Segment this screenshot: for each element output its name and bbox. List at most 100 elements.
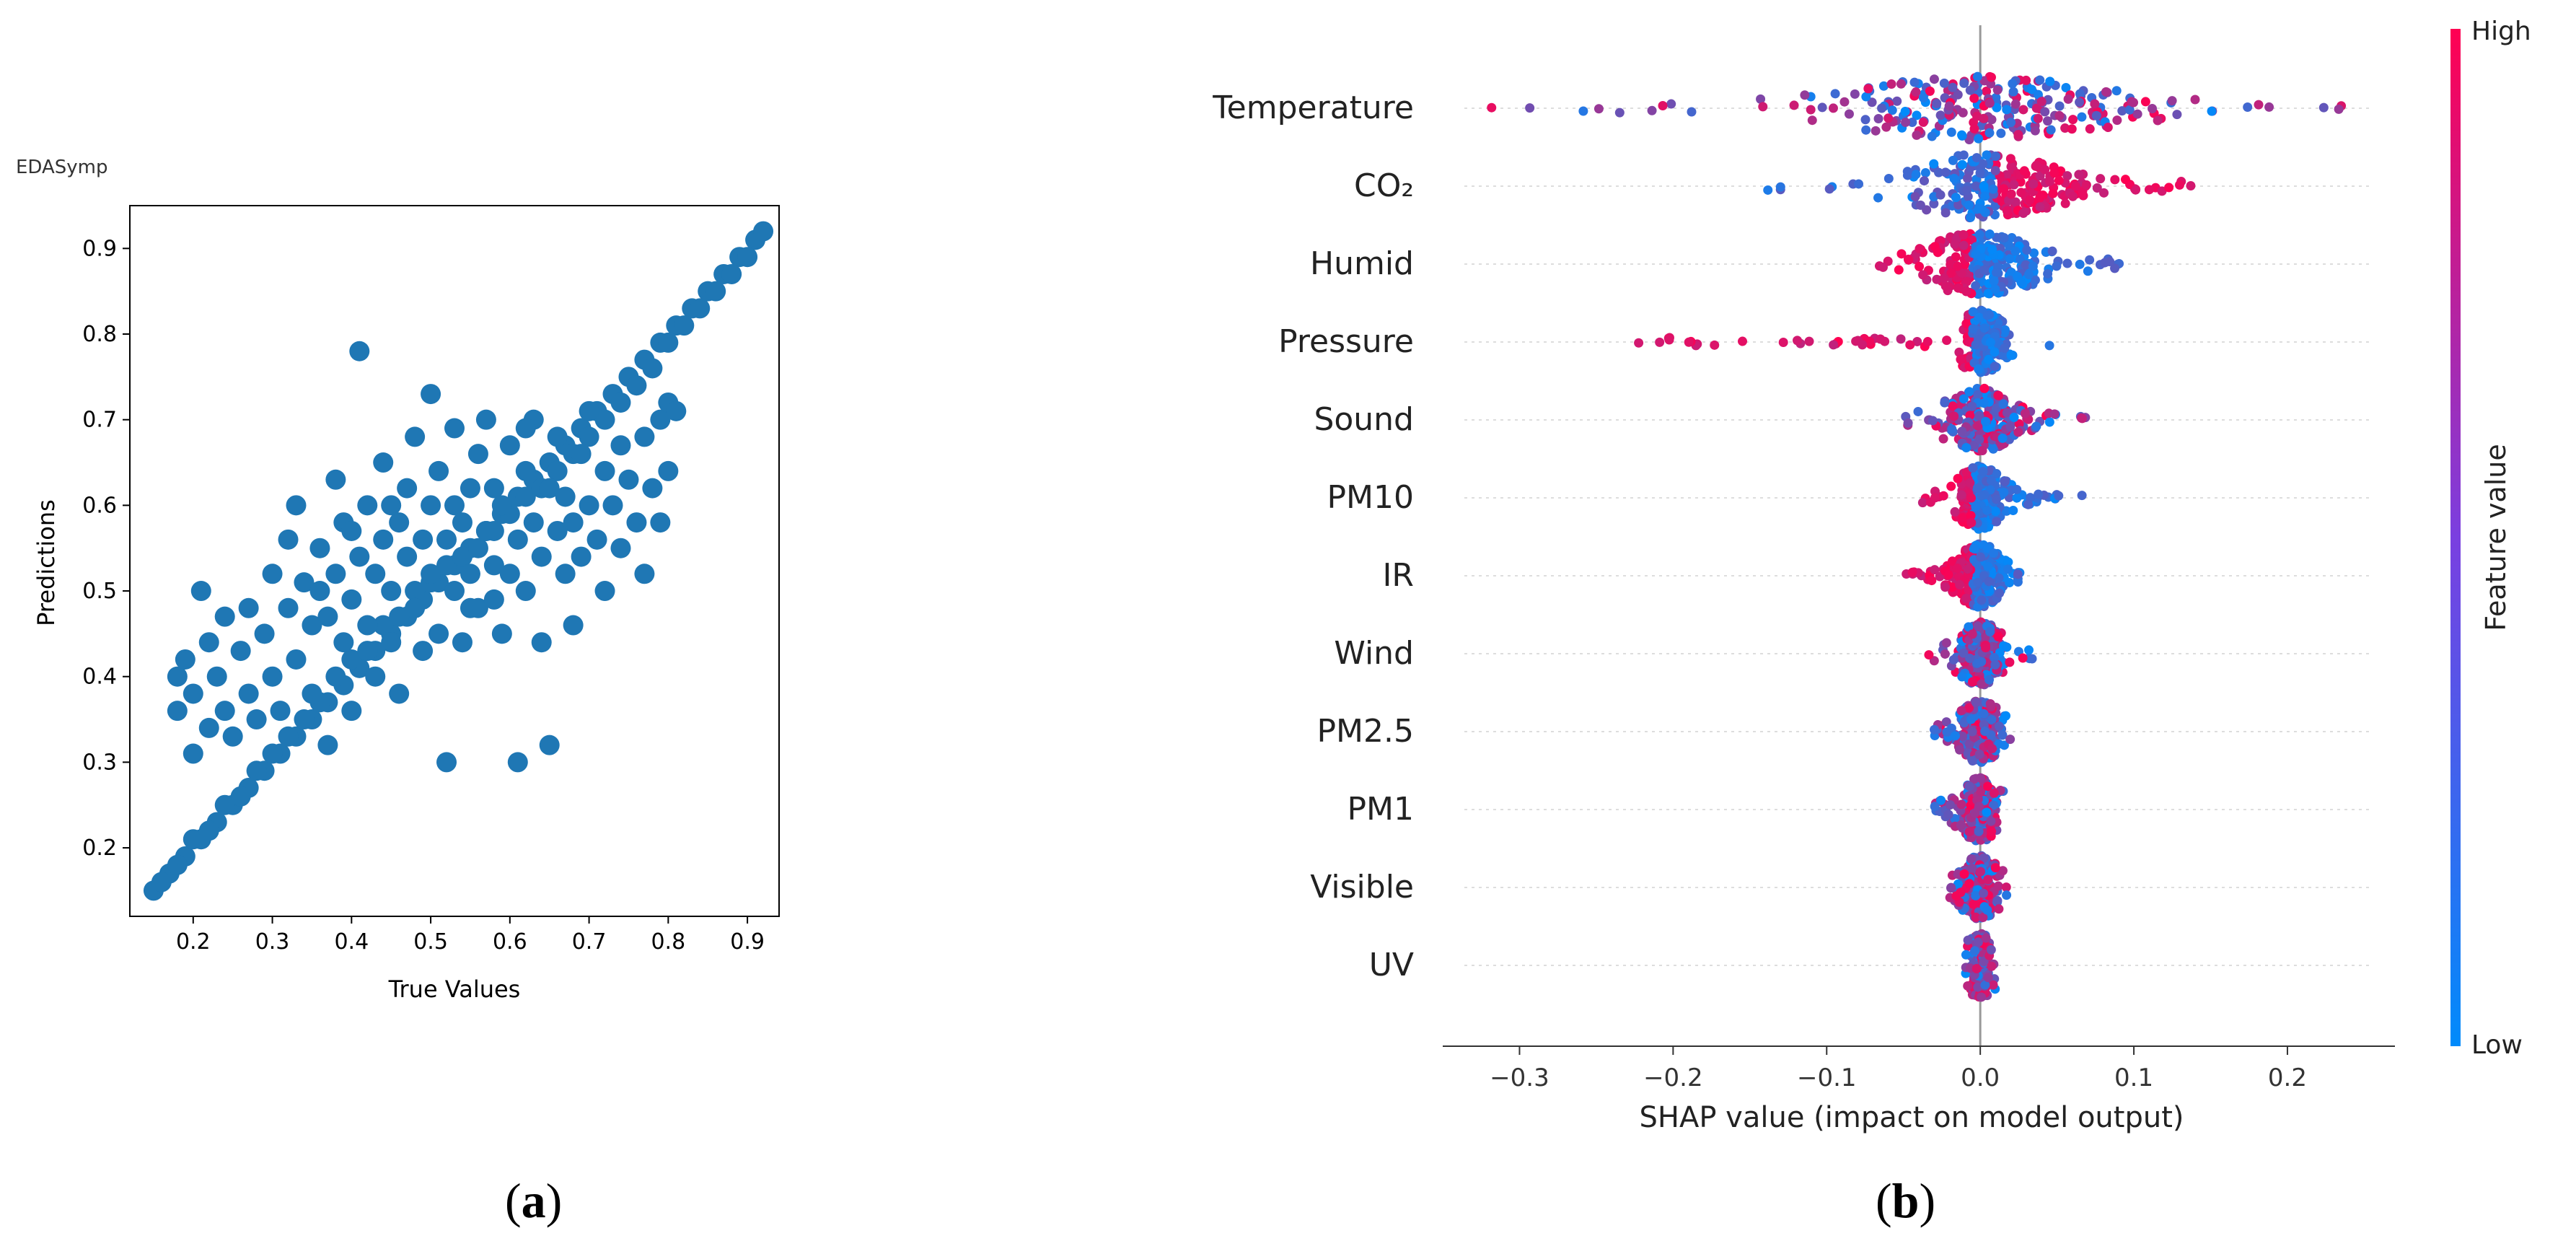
shap-point [2048,188,2058,198]
shap-point [1982,905,1992,915]
shap-point [2003,564,2013,574]
shap-point [1943,810,1953,820]
shap-point [2091,110,2101,120]
scatter-point [547,460,568,481]
shap-point [1971,340,1981,350]
shap-point [1968,677,1978,687]
scatter-point [491,495,512,516]
scatter-point [175,649,195,670]
shap-point [1979,398,1989,408]
shap-point [1974,133,1984,144]
scatter-point [333,632,354,653]
shap-point [1860,115,1871,125]
shap-point [1968,462,1978,473]
shap-point [2044,341,2054,351]
shap-point [1997,866,2008,876]
shap-point [1918,92,1928,102]
shap-point [1973,982,1983,992]
shap-point [1984,128,1995,138]
shap-point [1940,208,1951,218]
shap-point [2054,101,2065,111]
shap-point [1924,650,1934,660]
shap-point [1881,122,1891,132]
shap-point [1968,755,1978,766]
shap-point [1867,97,1877,108]
shap-point [1966,854,1977,864]
shap-point [1940,649,1950,659]
scatter-point [365,564,386,584]
shap-point [1907,567,1917,577]
shap-point [1986,475,1996,486]
shap-point [1971,658,1982,668]
shap-point [2044,417,2054,427]
shap-point [1973,577,1983,587]
shap-point [2157,186,2167,196]
shap-point [1971,501,1981,512]
shap-point [1971,249,1981,259]
scatter-point [460,564,480,584]
shap-point [2031,103,2041,113]
scatter-point [167,854,188,875]
scatter-point [198,632,219,653]
scatter-point [349,546,370,567]
shap-point [1929,74,1939,84]
shap-point [1983,289,1993,299]
scatter-point [278,726,299,747]
shap-point [1666,99,1676,109]
shap-point [2045,76,2055,87]
shap-point [1647,105,1657,115]
shap-point [1972,71,1982,82]
shap-point [1687,107,1697,117]
shap-point [1966,212,1976,222]
scatter-point [198,717,219,738]
shap-point [2025,195,2035,205]
shap-point [2005,657,2015,667]
shap-point [1957,130,1967,140]
shap-point [2077,112,2087,122]
shap-point [1900,106,1910,116]
shap-point [1993,881,2003,891]
shap-point [2005,254,2015,264]
shap-point [2092,183,2102,193]
shap-point [1965,653,1975,663]
shap-point [2148,104,2158,114]
scatter-point [397,478,418,499]
scatter-point [594,581,615,602]
scatter-title: EDASymp [16,157,108,178]
shap-point [1863,84,1873,94]
shap-point [1948,155,1958,165]
scatter-plot-area [129,205,780,917]
shap-point [1932,274,1942,284]
scatter-point [539,478,560,499]
shap-point [1976,552,1986,562]
scatter-point [183,683,203,704]
shap-point [1634,338,1644,348]
shap-point [1977,446,1987,456]
shap-points [1487,71,2347,1002]
shap-point [1997,196,2007,206]
scatter-point [721,263,742,284]
shap-point [2002,408,2012,418]
y-tick-label: 0.8 [82,322,117,347]
shap-point [1959,869,1969,879]
shap-point [2174,180,2184,190]
shap-point [1959,230,1969,240]
shap-point [1959,78,1969,88]
shap-point [1938,434,1948,444]
shap-point [1920,167,1930,177]
shap-point [1941,638,1951,648]
shap-point [1989,788,1999,798]
feature-label: PM2.5 [1317,713,1414,750]
shap-point [1800,90,1810,100]
shap-point [2008,505,2018,515]
shap-point [1927,131,1937,141]
scatter-point [610,435,631,456]
feature-label: Temperature [1212,89,1414,126]
shap-point [2167,96,2177,106]
shap-point [1927,576,1937,586]
shap-point [2063,94,2073,104]
scatter-point [634,564,655,584]
shap-point [1964,622,1974,632]
colorbar [2450,29,2461,1046]
shap-point [1929,159,1939,169]
